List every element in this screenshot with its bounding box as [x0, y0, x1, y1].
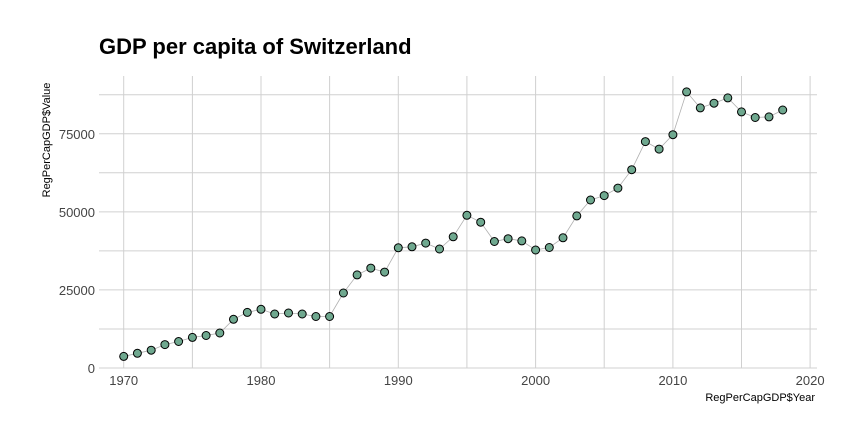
data-point	[174, 337, 184, 346]
chart-title: GDP per capita of Switzerland	[99, 34, 412, 59]
data-point	[668, 130, 678, 140]
data-point	[393, 243, 403, 253]
data-point	[325, 312, 335, 321]
data-point	[517, 236, 527, 246]
data-point	[531, 245, 541, 255]
data-point	[640, 137, 650, 147]
data-point	[627, 165, 637, 175]
x-tick-label: 1970	[109, 373, 138, 388]
data-point	[737, 107, 746, 117]
data-point	[709, 98, 719, 108]
data-point	[599, 191, 609, 201]
data-point	[215, 328, 225, 338]
data-point	[270, 309, 280, 319]
data-point	[435, 244, 444, 254]
data-point	[132, 348, 142, 358]
data-point	[654, 144, 664, 154]
data-point	[448, 232, 458, 242]
x-axis-label: RegPerCapGDP$Year	[705, 392, 815, 404]
data-point	[503, 234, 513, 244]
data-point	[201, 331, 211, 340]
data-point	[380, 267, 390, 277]
y-tick-label: 25000	[59, 283, 95, 298]
data-point	[750, 113, 760, 122]
data-point	[572, 211, 582, 221]
y-tick-label: 75000	[59, 127, 95, 142]
data-point	[297, 309, 307, 319]
x-tick-label: 1990	[384, 373, 413, 388]
data-point	[146, 345, 156, 355]
tick-labels: 1970 1980 1990 2000 2010 2020 0 25000 50000 75000	[59, 127, 825, 388]
data-point	[119, 351, 129, 361]
data-point	[489, 237, 499, 246]
data-point	[338, 288, 348, 298]
data-point	[311, 312, 321, 321]
data-point	[160, 340, 170, 350]
data-point	[778, 105, 788, 115]
data-point	[284, 308, 293, 318]
data-point	[586, 195, 595, 205]
grid-lines	[99, 76, 817, 369]
data-points	[119, 87, 788, 361]
x-tick-label: 2010	[658, 373, 687, 388]
x-tick-label: 2000	[521, 373, 550, 388]
data-point	[366, 263, 376, 273]
x-tick-label: 1980	[247, 373, 276, 388]
data-point	[544, 243, 554, 252]
data-point	[242, 307, 252, 317]
data-point	[613, 183, 623, 193]
data-point	[407, 242, 417, 252]
x-tick-label: 2020	[796, 373, 825, 388]
data-point	[764, 112, 774, 122]
data-point	[723, 93, 733, 103]
data-point	[682, 87, 692, 97]
data-point	[695, 103, 705, 113]
data-point	[229, 314, 238, 324]
data-point	[558, 233, 568, 243]
y-axis-label: RegPerCapGDP$Value	[41, 83, 53, 198]
data-point	[462, 210, 472, 220]
data-point	[187, 332, 197, 342]
data-point	[256, 304, 266, 314]
data-point	[352, 270, 362, 280]
y-tick-label: 50000	[59, 205, 95, 220]
series-connector-line	[123, 91, 783, 357]
y-tick-label: 0	[88, 361, 95, 376]
data-point	[476, 217, 486, 227]
data-point	[421, 238, 431, 248]
